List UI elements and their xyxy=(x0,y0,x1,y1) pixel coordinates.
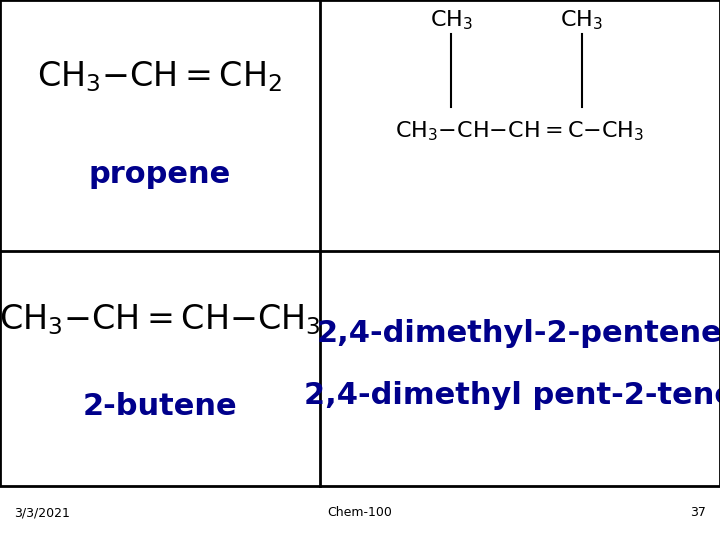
Text: propene: propene xyxy=(89,160,231,188)
Text: 2,4-dimethyl-2-pentene: 2,4-dimethyl-2-pentene xyxy=(317,319,720,348)
Text: $\mathregular{CH_3{-}CH{=}CH_2}$: $\mathregular{CH_3{-}CH{=}CH_2}$ xyxy=(37,59,282,94)
Text: Chem-100: Chem-100 xyxy=(328,507,392,519)
Text: 2,4-dimethyl pent-2-tene: 2,4-dimethyl pent-2-tene xyxy=(305,381,720,410)
Text: 37: 37 xyxy=(690,507,706,519)
Text: 2-butene: 2-butene xyxy=(83,392,237,421)
Text: $\mathregular{CH_3{-}CH{=}CH{-}CH_3}$: $\mathregular{CH_3{-}CH{=}CH{-}CH_3}$ xyxy=(0,302,321,338)
Text: $\mathregular{CH_3}$: $\mathregular{CH_3}$ xyxy=(430,9,472,32)
Text: 3/3/2021: 3/3/2021 xyxy=(14,507,71,519)
Text: $\mathregular{CH_3{-}CH{-}CH{=}C{-}CH_3}$: $\mathregular{CH_3{-}CH{-}CH{=}C{-}CH_3}… xyxy=(395,119,644,143)
Text: $\mathregular{CH_3}$: $\mathregular{CH_3}$ xyxy=(560,9,603,32)
